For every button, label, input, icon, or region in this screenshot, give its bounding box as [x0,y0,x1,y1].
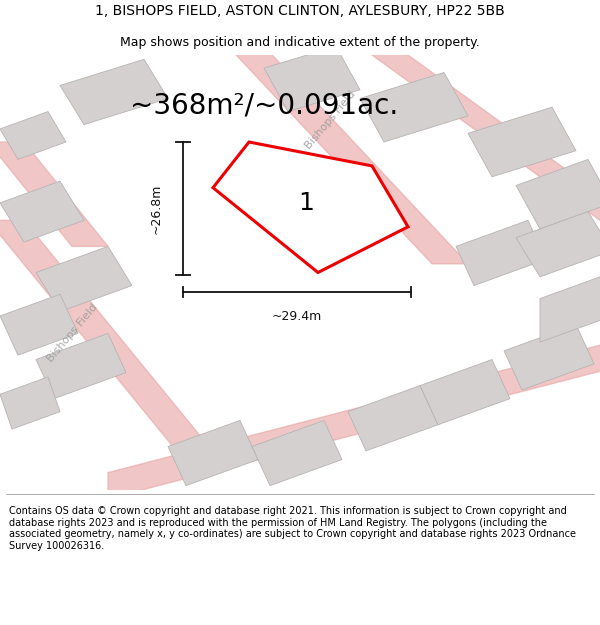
Text: ~26.8m: ~26.8m [149,183,163,234]
Polygon shape [264,46,360,111]
Polygon shape [504,325,594,390]
Polygon shape [468,107,576,177]
Text: Map shows position and indicative extent of the property.: Map shows position and indicative extent… [120,36,480,49]
Polygon shape [516,212,600,277]
Polygon shape [60,59,168,124]
Polygon shape [0,377,60,429]
Polygon shape [420,359,510,425]
Polygon shape [360,72,468,142]
Polygon shape [36,246,132,312]
Polygon shape [228,46,468,264]
Polygon shape [0,181,84,242]
Text: Bishops Field: Bishops Field [303,89,357,151]
Polygon shape [456,220,546,286]
Polygon shape [0,294,78,355]
Polygon shape [360,46,600,229]
Polygon shape [516,159,600,229]
Polygon shape [348,386,438,451]
Polygon shape [108,342,600,499]
Text: ~29.4m: ~29.4m [272,309,322,322]
Polygon shape [36,333,126,399]
Polygon shape [0,220,216,455]
Text: 1, BISHOPS FIELD, ASTON CLINTON, AYLESBURY, HP22 5BB: 1, BISHOPS FIELD, ASTON CLINTON, AYLESBU… [95,4,505,18]
Polygon shape [0,142,108,246]
Polygon shape [540,272,600,342]
Text: Bishops Field: Bishops Field [45,302,99,364]
Text: Contains OS data © Crown copyright and database right 2021. This information is : Contains OS data © Crown copyright and d… [9,506,576,551]
Text: ~368m²/~0.091ac.: ~368m²/~0.091ac. [130,91,398,119]
Text: 1: 1 [298,191,314,215]
Polygon shape [168,421,258,486]
Polygon shape [0,111,66,159]
Polygon shape [213,142,408,272]
Polygon shape [252,421,342,486]
